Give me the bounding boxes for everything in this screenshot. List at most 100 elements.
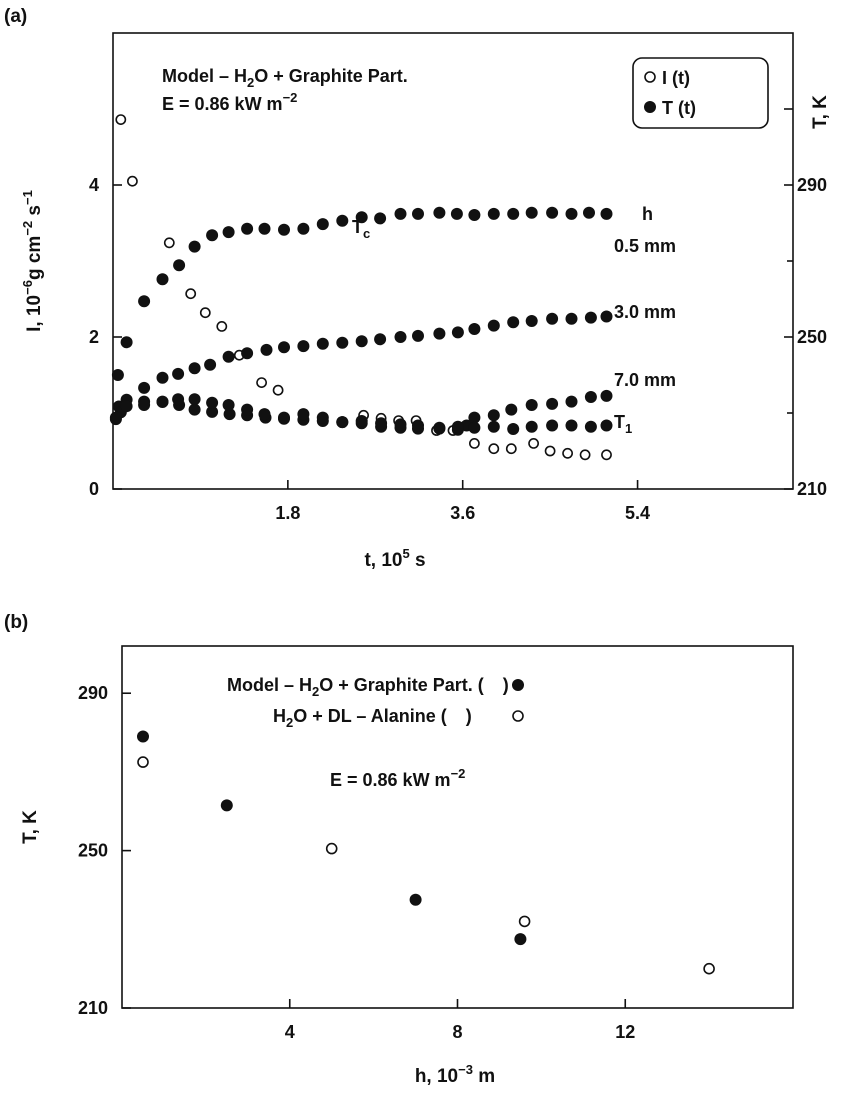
x-tick-label: 3.6 [450,503,475,523]
temperature-point [241,347,254,360]
temperature-point [172,393,185,406]
x-tick-label: 1.8 [275,503,300,523]
temperature-point [584,391,597,403]
intensity-point [488,443,500,455]
annotation-h3: 7.0 mm [614,370,676,390]
temperature-point [156,395,169,408]
temperature-point [206,396,219,409]
intensity-point [163,237,175,249]
chart-a-y-left-label: I, 10−6g cm−2 s−1 [20,190,45,332]
temperature-point [565,207,578,220]
temperature-point [222,350,235,363]
legend-label-t: T (t) [662,98,696,118]
intensity-point [544,445,556,457]
temperature-point [173,259,186,272]
temperature-point [451,326,464,339]
chart-b-legend-line2: H2O + DL – Alanine ( ) [273,706,472,730]
legend-filled-circle-icon [644,101,656,113]
intensity-point [272,384,284,396]
intensity-point [601,449,612,461]
legend-open-circle-icon [512,710,524,722]
y-left-tick-label: 0 [89,479,99,499]
temperature-point [584,311,597,324]
alanine-point [703,962,715,975]
temperature-point [188,240,201,253]
temperature-point [584,420,597,433]
temperature-point [525,315,538,327]
legend-filled-circle-icon [512,679,524,691]
intensity-point [579,449,591,461]
temperature-point [138,381,151,394]
intensity-point [199,307,211,319]
chart-b-frame [121,645,794,1009]
temperature-point [297,222,310,235]
temperature-point [355,415,368,427]
y-tick-label: 250 [78,841,108,861]
temperature-point [507,423,520,435]
temperature-point [468,421,481,434]
temperature-point [120,400,133,413]
temperature-point [374,333,387,346]
graphite-point [514,933,527,946]
temperature-point [525,399,538,411]
temperature-point [355,211,368,224]
temperature-point [355,335,368,348]
temperature-point [600,419,613,432]
temperature-point [394,207,407,220]
temperature-point [394,331,407,343]
temperature-point [507,207,520,220]
intensity-point [185,288,197,300]
temperature-point [375,417,388,430]
graphite-point [137,730,149,743]
temperature-point [258,222,271,235]
temperature-point [468,323,481,335]
chart-b-x-axis-label: h, 10−3 m [415,1062,495,1087]
temperature-point [412,329,424,342]
temperature-point [241,403,254,416]
temperature-point [111,369,124,381]
temperature-point [278,223,290,236]
temperature-point [487,420,500,433]
temperature-point [583,206,595,219]
temperature-point [188,403,201,416]
temperature-point [565,395,578,408]
intensity-point [505,443,517,455]
chart-a-x-axis-label: t, 105 s [364,546,425,571]
temperature-point [600,207,613,220]
chart-a-model-text: Model – H2O + Graphite Part. [162,66,408,90]
intensity-point [256,377,267,388]
temperature-point [505,403,518,416]
temperature-point [222,226,235,239]
temperature-point [433,206,446,219]
intensity-point [562,447,573,459]
temperature-point [206,405,219,418]
chart-a-points [109,114,613,461]
annotation-tc: Tc [352,217,370,241]
temperature-point [433,327,446,340]
temperature-point [336,214,349,227]
annotation-t1: T1 [614,412,632,436]
temperature-point [487,319,500,332]
temperature-point [525,206,538,219]
temperature-point [188,393,201,406]
chart-a-energy-text: E = 0.86 kW m−2 [162,90,297,114]
temperature-point [336,336,349,349]
temperature-point [451,420,464,433]
y-left-tick-label: 2 [89,327,99,347]
temperature-point [223,408,236,421]
temperature-point [487,409,500,422]
chart-b-points [137,730,715,975]
temperature-point [172,367,185,380]
temperature-point [546,206,559,219]
graphite-point [220,799,233,812]
temperature-point [260,343,273,356]
temperature-point [600,310,613,323]
annotation-h-header: h [642,204,653,224]
temperature-point [546,312,559,325]
temperature-point [565,312,578,325]
temperature-point [468,411,481,424]
temperature-point [156,371,169,384]
intensity-point [115,114,127,125]
chart-b-energy-text: E = 0.86 kW m−2 [330,766,465,790]
chart-a-legend-box [632,57,769,129]
